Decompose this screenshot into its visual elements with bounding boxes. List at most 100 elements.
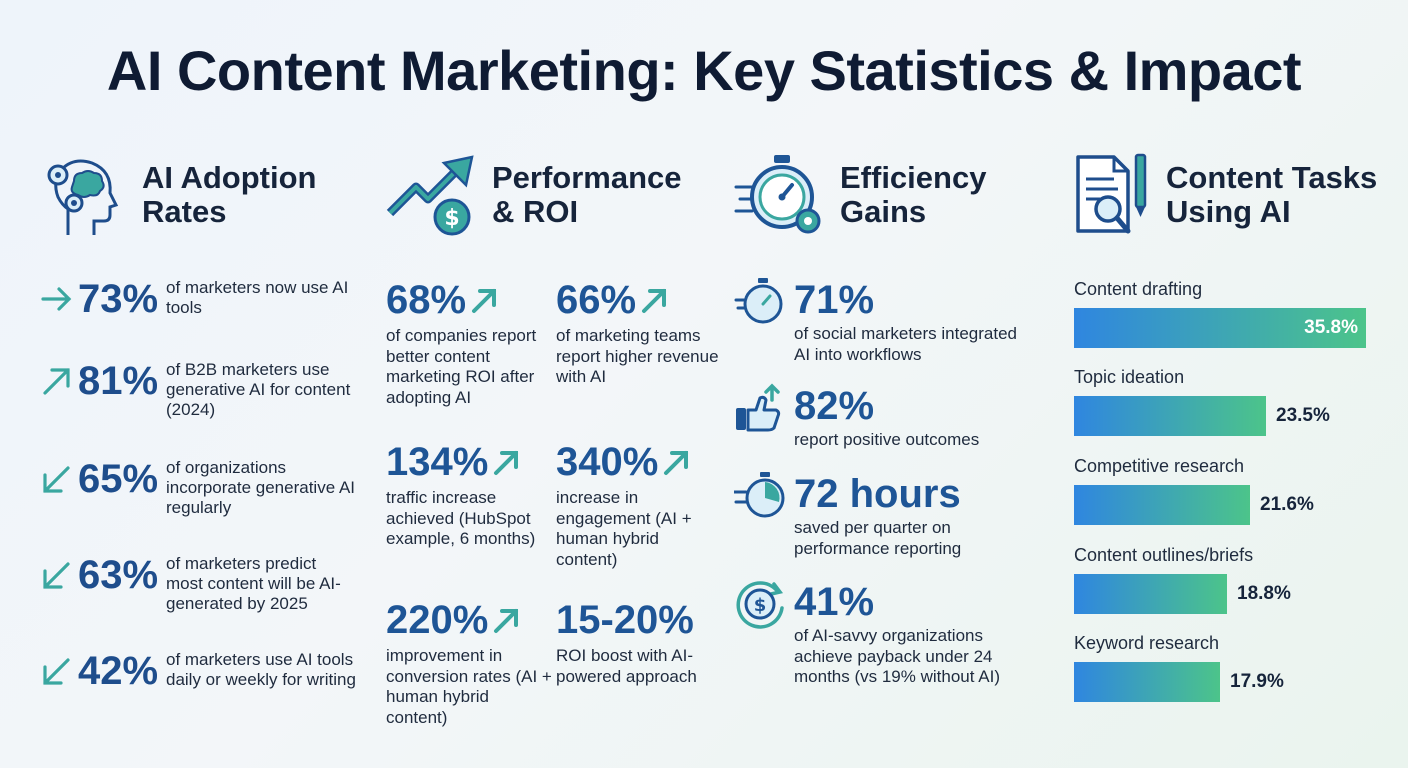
adoption-stat: 63% of marketers predict most content wi… <box>40 554 356 614</box>
document-magnifier-icon <box>1076 153 1147 234</box>
arrow-up-right-icon <box>472 289 497 313</box>
task-bar <box>1074 396 1266 436</box>
efficiency-title-line2: Gains <box>840 194 927 229</box>
adoption-stat-value: 63% <box>78 553 159 597</box>
efficiency-stat-text: saved per quarter on performance reporti… <box>794 518 962 558</box>
page-title: AI Content Marketing: Key Statistics & I… <box>106 39 1302 102</box>
performance-stat-value: 134% <box>386 440 489 484</box>
performance-stat-value: 220% <box>386 598 489 642</box>
arrow-down-left-icon <box>43 658 70 685</box>
performance-column: $ Performance & ROI 68% of companies rep… <box>386 150 719 727</box>
tasks-column: Content Tasks Using AI Content drafting … <box>1074 150 1394 702</box>
task-bar <box>1074 662 1220 702</box>
performance-stat-value: 68% <box>386 278 467 322</box>
performance-title-line1: Performance <box>492 160 682 195</box>
tasks-title-line1: Content Tasks <box>1166 160 1378 195</box>
efficiency-stat: $ 41% of AI-savvy organizations achieve … <box>734 580 1054 688</box>
efficiency-stat-text: of AI-savvy organizations achieve paybac… <box>794 626 1000 686</box>
adoption-stat-value: 81% <box>78 359 159 403</box>
efficiency-title-line1: Efficiency <box>840 160 987 195</box>
adoption-stat-text: of B2B marketers use generative AI for c… <box>166 360 351 419</box>
task-value: 35.8% <box>1304 317 1358 338</box>
efficiency-stat-text: report positive outcomes <box>794 430 980 449</box>
arrow-up-right-icon <box>494 609 519 633</box>
task-value: 21.6% <box>1260 494 1314 515</box>
performance-stat: 220% improvement in conversion rates (AI… <box>386 598 554 728</box>
arrow-up-right-icon <box>664 451 689 475</box>
task-value: 17.9% <box>1230 671 1284 692</box>
arrow-right-icon <box>41 287 72 311</box>
task-item: Content outlines/briefs 18.8% <box>1074 544 1394 614</box>
performance-stat: 15-20% ROI boost with AI-powered approac… <box>556 598 724 687</box>
efficiency-stat-value: 41% <box>794 580 875 624</box>
arrow-up-right-icon <box>43 368 70 395</box>
performance-stat-text: traffic increase achieved (HubSpot examp… <box>386 488 536 548</box>
performance-title-line2: & ROI <box>492 194 579 229</box>
adoption-stat: 42% of marketers use AI tools daily or w… <box>40 650 356 692</box>
adoption-stat-text: of marketers use AI tools daily or weekl… <box>166 650 356 689</box>
fast-clock-icon <box>734 472 785 518</box>
efficiency-header: Efficiency Gains <box>734 150 1054 240</box>
tasks-title-line2: Using AI <box>1166 194 1291 229</box>
efficiency-column: Efficiency Gains 71% of social marketers… <box>734 150 1054 686</box>
arrow-up-right-icon <box>494 451 519 475</box>
efficiency-stat: 71% of social marketers integrated AI in… <box>734 278 1054 365</box>
task-label: Competitive research <box>1074 456 1245 476</box>
task-bar <box>1074 485 1250 525</box>
task-item: Competitive research 21.6% <box>1074 455 1394 525</box>
task-label: Topic ideation <box>1074 367 1185 387</box>
adoption-stat: 73% of marketers now use AI tools <box>40 278 356 320</box>
task-bar <box>1074 574 1227 614</box>
adoption-stat-value: 73% <box>78 277 159 321</box>
efficiency-stat: 82% report positive outcomes <box>734 383 1054 451</box>
performance-stat-text: improvement in conversion rates (AI + hu… <box>386 646 552 727</box>
performance-stat-value: 15-20% <box>556 598 694 642</box>
adoption-stat-text: of organizations incorporate generative … <box>166 458 356 517</box>
task-label: Content outlines/briefs <box>1074 545 1254 565</box>
stopwatch-gear-icon <box>734 155 821 234</box>
arrow-up-right-icon <box>642 289 667 313</box>
adoption-stat: 65% of organizations incorporate generat… <box>40 458 356 518</box>
performance-stat: 340% increase in engagement (AI + human … <box>556 440 724 570</box>
performance-header: $ Performance & ROI <box>386 150 716 240</box>
performance-stat-text: ROI boost with AI-powered approach <box>556 646 697 686</box>
adoption-title-line1: AI Adoption <box>142 160 317 195</box>
performance-stat-value: 66% <box>556 278 637 322</box>
performance-stat-text: increase in engagement (AI + human hybri… <box>556 488 692 569</box>
performance-stat: 134% traffic increase achieved (HubSpot … <box>386 440 554 550</box>
task-bar: 35.8% <box>1074 308 1366 348</box>
dollar-cycle-icon: $ <box>736 581 784 629</box>
efficiency-stat-value: 72 hours <box>794 472 961 516</box>
task-label: Content drafting <box>1074 279 1203 299</box>
adoption-column: AI Adoption Rates 73% of marketers now u… <box>40 150 360 692</box>
thumbs-up-icon <box>736 383 781 432</box>
adoption-stat-text: of marketers now use AI tools <box>166 278 349 317</box>
stopwatch-icon <box>734 278 783 324</box>
adoption-title-line2: Rates <box>142 194 227 229</box>
task-value: 18.8% <box>1237 583 1291 604</box>
growth-arrow-dollar-icon: $ <box>386 155 474 236</box>
head-gears-icon <box>47 159 119 235</box>
efficiency-stat: 72 hours saved per quarter on performanc… <box>734 472 1054 559</box>
svg-text:$: $ <box>444 206 459 231</box>
arrow-down-left-icon <box>43 466 70 493</box>
task-item: Topic ideation 23.5% <box>1074 366 1394 436</box>
adoption-stat-value: 42% <box>78 649 159 693</box>
arrow-down-left-icon <box>43 562 70 589</box>
performance-stat: 68% of companies report better content m… <box>386 278 554 408</box>
adoption-stat: 81% of B2B marketers use generative AI f… <box>40 360 356 420</box>
task-item: Content drafting 35.8% <box>1074 278 1394 348</box>
adoption-stat-value: 65% <box>78 457 159 501</box>
efficiency-stat-value: 82% <box>794 384 875 428</box>
task-value: 23.5% <box>1276 405 1330 426</box>
performance-stat-text: of marketing teams report higher revenue… <box>556 326 719 386</box>
performance-stat: 66% of marketing teams report higher rev… <box>556 278 724 388</box>
task-label: Keyword research <box>1074 633 1220 653</box>
efficiency-stat-value: 71% <box>794 278 875 322</box>
svg-text:$: $ <box>754 595 767 616</box>
tasks-header: Content Tasks Using AI <box>1074 150 1394 240</box>
performance-stat-value: 340% <box>556 440 659 484</box>
performance-stat-text: of companies report better content marke… <box>386 326 537 407</box>
adoption-header: AI Adoption Rates <box>40 150 360 240</box>
task-item: Keyword research 17.9% <box>1074 632 1394 702</box>
